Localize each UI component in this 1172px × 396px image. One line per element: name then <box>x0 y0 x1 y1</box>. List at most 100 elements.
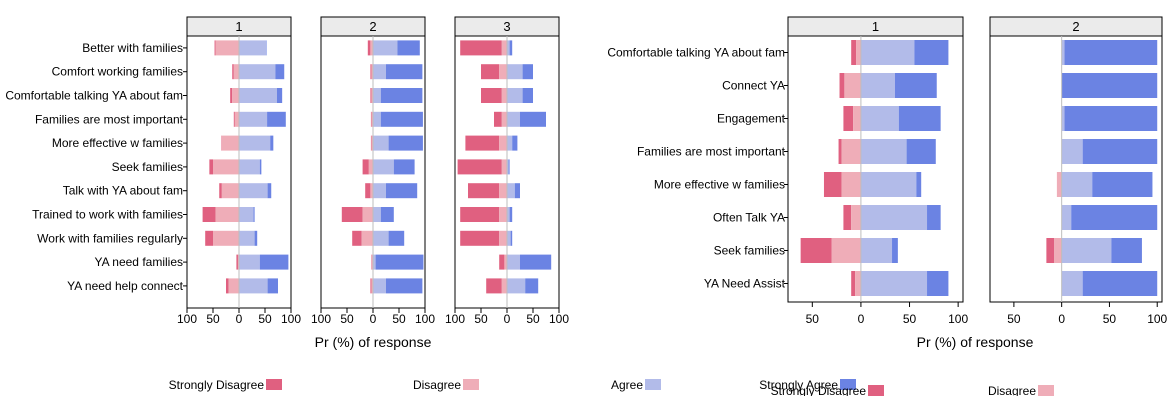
bar-d <box>232 88 239 103</box>
bar-sd <box>460 230 500 246</box>
panel-strip-label: 1 <box>235 19 242 34</box>
legend-label: Strongly Disagree <box>771 384 867 396</box>
panel-3: 3 100 50 0 50 100 <box>445 16 569 326</box>
bar-a <box>860 73 895 98</box>
panel-1: 1 50 0 50 100 <box>787 16 968 326</box>
x-tick-label: 50 <box>806 312 820 326</box>
category-label: Work with families regularly <box>37 231 183 245</box>
bar-d <box>213 230 239 246</box>
bar-a <box>373 230 389 246</box>
bar-sd <box>370 64 372 80</box>
bar-sd <box>219 183 222 199</box>
bar-a <box>373 135 389 151</box>
bar-sa <box>1061 73 1158 98</box>
x-tick-label: 0 <box>858 312 865 326</box>
bar-sa <box>510 230 513 246</box>
bar-d <box>855 271 861 296</box>
x-tick-label: 50 <box>206 312 220 326</box>
bar-d <box>228 278 239 294</box>
category-label: Families are most important <box>637 145 786 159</box>
bar-sa <box>1082 139 1158 164</box>
bar-sd <box>221 135 222 151</box>
bar-a <box>507 40 510 56</box>
x-tick-label: 50 <box>392 312 406 326</box>
category-label: More effective w families <box>654 178 785 192</box>
bar-d <box>499 64 507 80</box>
bar-a <box>239 64 276 80</box>
bar-d <box>499 183 507 199</box>
bar-a <box>507 183 515 199</box>
bar-sa <box>509 207 513 222</box>
bar-sd <box>232 64 234 80</box>
panel-strip-label: 3 <box>503 19 510 34</box>
bar-sa <box>386 64 423 80</box>
bar-sa <box>520 254 552 270</box>
bar-sa <box>525 278 539 294</box>
x-tick-label: 100 <box>311 312 331 326</box>
bar-a <box>239 230 255 246</box>
category-label: Trained to work with families <box>32 208 183 222</box>
bar-d <box>215 207 239 222</box>
bar-sd <box>481 88 502 103</box>
bar-d <box>844 73 861 98</box>
x-tick-label: 0 <box>504 312 511 326</box>
bar-a <box>373 111 381 127</box>
bar-d <box>1054 238 1062 263</box>
bar-sa <box>916 172 922 197</box>
bar-a <box>507 159 509 175</box>
bar-sa <box>522 64 533 80</box>
category-label: Comfortable talking YA about fam <box>607 46 785 60</box>
bar-sd <box>851 40 857 65</box>
bar-d <box>831 238 861 263</box>
bar-d <box>1056 172 1062 197</box>
bar-sd <box>823 172 842 197</box>
legend-swatch <box>1038 385 1054 396</box>
bar-a <box>373 183 386 199</box>
bar-a <box>507 88 523 103</box>
bar-a <box>373 278 386 294</box>
bar-sd <box>236 254 238 270</box>
bar-d <box>371 88 373 103</box>
legend-swatch <box>463 379 479 390</box>
bar-sa <box>270 135 274 151</box>
x-tick-label: 100 <box>1147 312 1167 326</box>
bar-sd <box>226 278 229 294</box>
bar-a <box>239 183 268 199</box>
bar-d <box>361 230 373 246</box>
bar-d <box>221 183 239 199</box>
bar-d <box>370 40 373 56</box>
bar-a <box>860 106 899 131</box>
bar-a <box>860 238 893 263</box>
bar-sd <box>839 73 845 98</box>
legend-label: Disagree <box>413 378 461 392</box>
bar-sa <box>1111 238 1142 263</box>
bar-sd <box>370 111 372 127</box>
category-label: Comfort working families <box>52 65 183 79</box>
category-label: Connect YA <box>722 79 785 93</box>
bar-sa <box>509 40 513 56</box>
bar-sd <box>468 183 500 199</box>
bar-sa <box>266 40 267 56</box>
panel-2: 2 50 0 50 100 <box>989 16 1168 326</box>
x-tick-label: 50 <box>258 312 272 326</box>
bar-sa <box>386 183 418 199</box>
bar-d <box>501 88 507 103</box>
bar-d <box>851 205 861 230</box>
bar-d <box>853 106 861 131</box>
bar-d <box>234 111 239 127</box>
bar-sa <box>386 278 423 294</box>
bar-d <box>233 64 239 80</box>
bar-d <box>856 40 861 65</box>
bar-d <box>499 207 507 222</box>
category-label: Comfortable talking YA about fam <box>5 89 183 103</box>
legend-label: Disagree <box>988 384 1036 396</box>
bar-d <box>215 40 239 56</box>
bar-sa <box>906 139 936 164</box>
bar-sa <box>914 40 949 65</box>
bar-d <box>237 254 239 270</box>
bar-sd <box>209 159 213 175</box>
panel-strip-label: 2 <box>1072 19 1079 34</box>
